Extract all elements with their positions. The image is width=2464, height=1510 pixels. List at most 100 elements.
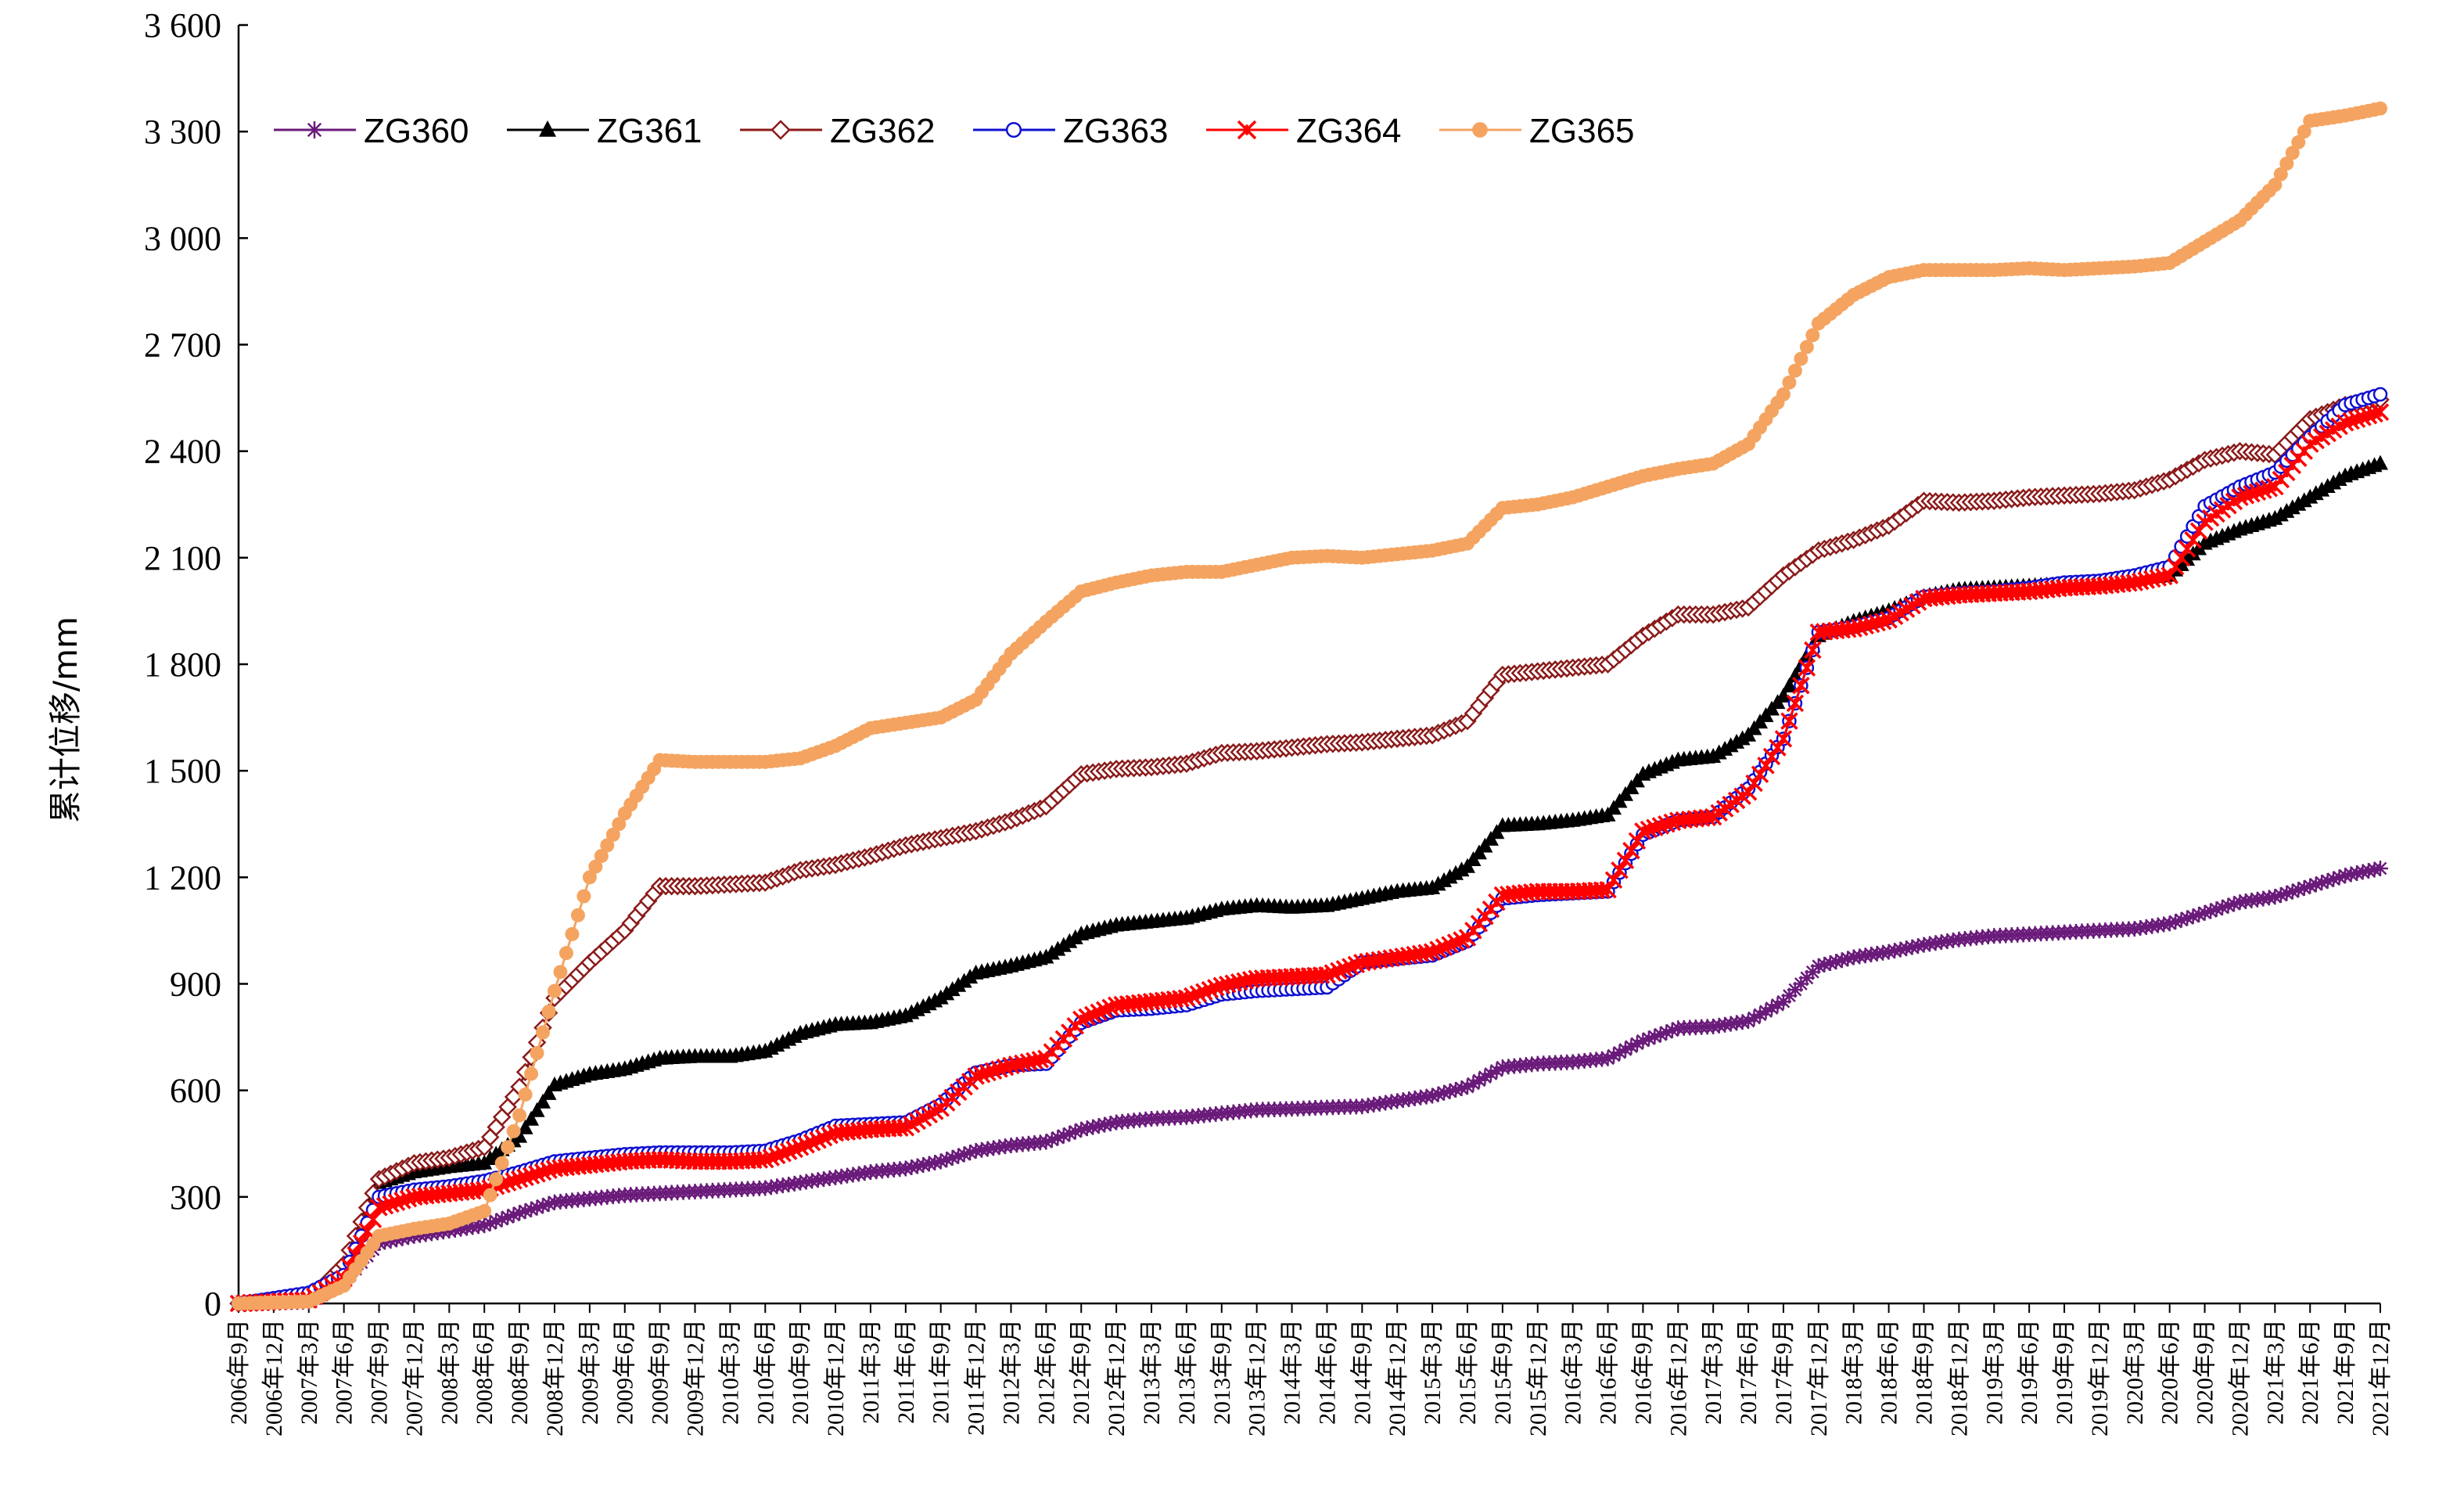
data-point (506, 1124, 521, 1138)
data-point (547, 983, 562, 998)
data-point (541, 1005, 556, 1019)
data-point (529, 1199, 545, 1216)
data-point (559, 946, 573, 961)
data-point (1805, 328, 1820, 343)
y-tick-label: 3 000 (144, 219, 221, 257)
x-tick-label: 2016年6月 (1596, 1319, 1622, 1425)
legend-item-ZG362: ZG362 (740, 112, 936, 150)
x-tick-label: 2018年12月 (1946, 1319, 1972, 1436)
data-point (956, 1146, 972, 1163)
data-point (1623, 1038, 1640, 1055)
data-point (1816, 956, 1833, 973)
data-point (2179, 910, 2196, 926)
data-point (2185, 908, 2201, 925)
data-point (1781, 987, 1798, 1004)
series-group (229, 101, 2390, 1313)
data-point (1904, 939, 1920, 955)
y-tick-label: 1 500 (144, 752, 221, 790)
data-point (1430, 1086, 1446, 1102)
data-point (1880, 944, 1897, 960)
series-ZG365 (232, 101, 2387, 1310)
data-point (1774, 730, 1793, 748)
data-point (1436, 1084, 1453, 1101)
x-tick-label: 2006年9月 (226, 1319, 252, 1425)
legend-label: ZG360 (364, 112, 469, 150)
x-tick-label: 2017年3月 (1701, 1319, 1726, 1425)
x-tick-label: 2020年3月 (2122, 1319, 2148, 1425)
data-point (394, 1230, 411, 1246)
legend-item-ZG360: ZG360 (274, 112, 469, 150)
data-point (1746, 1010, 1762, 1026)
data-point (2161, 915, 2178, 932)
data-point (1798, 659, 1816, 677)
x-tick-label: 2013年6月 (1174, 1319, 1200, 1425)
data-point (570, 908, 585, 922)
legend-marker (539, 120, 556, 137)
data-point (1606, 1048, 1622, 1064)
x-tick-label: 2012年9月 (1069, 1319, 1094, 1425)
x-tick-label: 2009年6月 (612, 1319, 638, 1425)
data-point (1043, 1131, 1060, 1148)
data-point (1910, 938, 1927, 955)
x-tick-label: 2008年9月 (507, 1319, 533, 1425)
data-point (1892, 941, 1909, 958)
data-point (2343, 866, 2359, 883)
y-tick-label: 300 (170, 1178, 221, 1217)
data-point (1635, 1033, 1651, 1049)
data-point (500, 1209, 516, 1225)
legend-marker (1472, 122, 1488, 138)
legend-label: ZG363 (1063, 112, 1169, 150)
data-point (1090, 1118, 1107, 1134)
x-tick-label: 2010年6月 (752, 1319, 778, 1425)
data-point (482, 1215, 498, 1231)
data-point (950, 1148, 967, 1164)
data-point (1887, 943, 1903, 959)
x-tick-label: 2015年3月 (1420, 1319, 1446, 1425)
data-point (891, 1119, 909, 1137)
data-point (1828, 954, 1844, 970)
data-point (1787, 982, 1803, 998)
legend-item-ZG361: ZG361 (507, 112, 702, 150)
data-point (1061, 1125, 1078, 1141)
data-point (2314, 875, 2330, 891)
data-point (1787, 363, 1802, 378)
data-point (1600, 1050, 1616, 1066)
data-point (1640, 1030, 1657, 1047)
data-point (588, 859, 603, 874)
x-tick-label: 2008年6月 (472, 1319, 497, 1425)
data-point (2273, 167, 2288, 182)
x-tick-label: 2009年12月 (683, 1319, 709, 1436)
x-tick-label: 2019年9月 (2052, 1319, 2078, 1425)
data-point (477, 1203, 492, 1218)
x-tick-label: 2015年12月 (1525, 1319, 1551, 1436)
x-tick-label: 2017年6月 (1736, 1319, 1762, 1425)
data-point (897, 1160, 914, 1177)
y-tick-label: 2 700 (144, 326, 221, 365)
x-tick-label: 2018年6月 (1877, 1319, 1902, 1425)
legend-item-ZG363: ZG363 (973, 112, 1169, 150)
data-point (523, 1110, 540, 1126)
y-tick-label: 2 100 (144, 539, 221, 577)
x-tick-label: 2011年9月 (928, 1319, 954, 1424)
data-point (576, 889, 591, 904)
x-tick-label: 2017年12月 (1806, 1319, 1832, 1436)
data-point (1776, 387, 1791, 402)
data-point (2168, 914, 2184, 930)
data-point (553, 965, 568, 980)
y-tick-label: 3 300 (144, 113, 221, 151)
y-tick-label: 900 (170, 965, 221, 1004)
x-tick-label: 2014年12月 (1385, 1319, 1410, 1436)
data-point (2319, 872, 2336, 889)
data-point (582, 870, 597, 885)
data-point (2371, 403, 2390, 421)
x-tick-label: 2021年6月 (2297, 1319, 2323, 1425)
data-point (1804, 641, 1822, 660)
data-point (2296, 879, 2312, 896)
data-point (2290, 882, 2307, 898)
data-point (2354, 864, 2371, 880)
data-point (1482, 1066, 1499, 1082)
data-point (501, 1140, 515, 1155)
x-tick-label: 2012年12月 (1104, 1319, 1130, 1436)
data-point (2361, 863, 2377, 879)
data-point (2372, 386, 2388, 402)
